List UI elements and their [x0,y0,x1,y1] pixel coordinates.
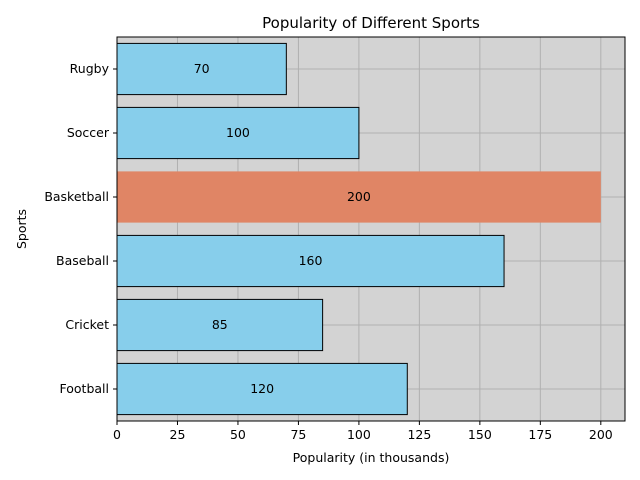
bar-football [116,362,408,416]
x-tick-label: 125 [407,427,431,442]
value-label-baseball: 160 [299,253,323,268]
chart-title: Popularity of Different Sports [262,14,480,32]
bar-soccer [116,106,360,160]
x-tick-label: 25 [170,427,186,442]
y-tick-label: Football [60,381,109,396]
value-label-basketball: 200 [347,189,371,204]
value-label-cricket: 85 [212,317,228,332]
plot-area-frame [116,36,626,422]
x-axis-ticks: 0 25 50 75 100 125 150 175 200 [113,421,613,442]
x-tick-label: 200 [589,427,613,442]
y-tick-label: Soccer [67,125,110,140]
value-labels: 120 85 160 200 100 70 [194,61,371,396]
x-tick-label: 100 [347,427,371,442]
x-tick-label: 0 [113,427,121,442]
x-tick-label: 75 [290,427,306,442]
value-label-soccer: 100 [226,125,250,140]
value-label-football: 120 [250,381,274,396]
y-tick-label: Cricket [65,317,109,332]
y-tick-label: Basketball [44,189,109,204]
bars [116,42,601,416]
bar-rugby [116,42,287,96]
y-tick-label: Rugby [70,61,110,76]
value-label-rugby: 70 [194,61,210,76]
y-tick-label: Baseball [56,253,109,268]
bar-basketball [117,171,601,223]
x-tick-label: 50 [230,427,246,442]
x-tick-label: 150 [468,427,492,442]
x-tick-label: 175 [528,427,552,442]
x-axis-title: Popularity (in thousands) [293,450,450,465]
y-axis-title: Sports [14,209,29,249]
bar-baseball [116,234,505,288]
y-axis-ticks: Football Cricket Baseball Basketball Soccer R… [44,61,117,396]
bar-cricket [116,298,324,352]
